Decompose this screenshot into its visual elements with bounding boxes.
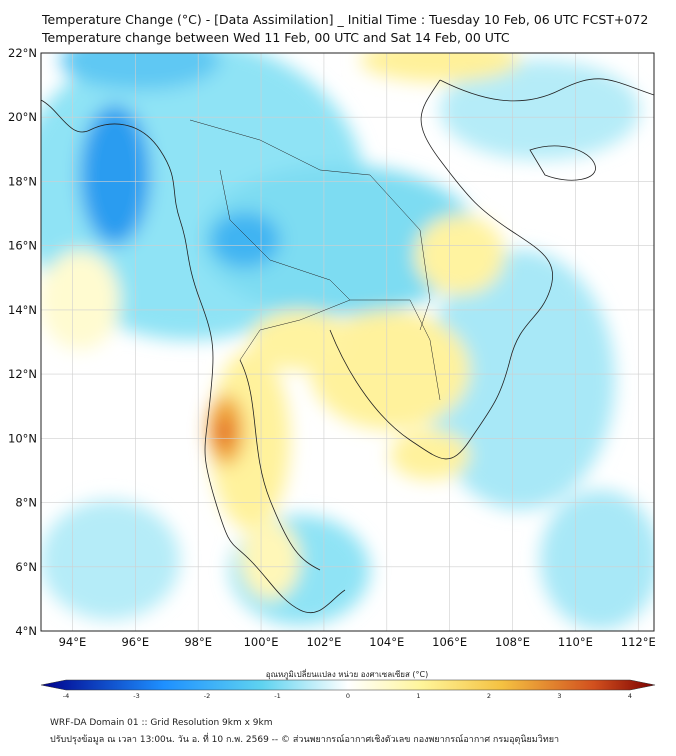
- x-tick-label: 94°E: [59, 635, 87, 649]
- boundary-thailand-north: [189, 119, 431, 331]
- x-tick-label: 98°E: [184, 635, 212, 649]
- cool-anomaly-northeast-thailand: [200, 165, 480, 315]
- colorbar-tick-label: -1: [274, 692, 280, 700]
- coastline-peninsula-east: [239, 359, 321, 571]
- x-tick-label: 110°E: [558, 635, 593, 649]
- boundary-provinces: [219, 169, 351, 361]
- coastline-west: [41, 99, 346, 613]
- y-axis-tick-labels: 22°N 20°N 18°N 16°N 14°N 12°N 10°N 8°N 6°N 4°N: [8, 46, 37, 638]
- colorbar-ticks: -4 -3 -2 -1 0 1 2 3 4: [63, 692, 632, 700]
- cool-core-bay-of-bengal: [80, 105, 150, 245]
- y-tick-label: 20°N: [8, 110, 37, 124]
- y-tick-label: 8°N: [15, 496, 37, 510]
- x-axis-tick-labels: 94°E 96°E 98°E 100°E 102°E 104°E 106°E 108°E 110…: [59, 635, 656, 649]
- x-tick-label: 96°E: [121, 635, 149, 649]
- cool-core-northwest: [60, 53, 220, 90]
- cool-anomaly-south-china: [440, 60, 640, 160]
- warm-anomaly-laos: [415, 215, 505, 295]
- x-tick-label: 104°E: [369, 635, 404, 649]
- x-tick-label: 106°E: [432, 635, 467, 649]
- y-tick-label: 18°N: [8, 174, 37, 188]
- y-tick-label: 6°N: [15, 560, 37, 574]
- y-tick-label: 10°N: [8, 431, 37, 445]
- chart-title-line2: Temperature change between Wed 11 Feb, 0…: [42, 30, 510, 45]
- cool-core-north-thailand: [210, 212, 280, 268]
- warm-anomaly-peninsula: [210, 350, 290, 530]
- warm-anomaly-andaman-north: [41, 250, 120, 350]
- colorbar-tick-label: -4: [63, 692, 69, 700]
- colorbar-tick-label: 0: [346, 692, 350, 700]
- y-tick-label: 14°N: [8, 303, 37, 317]
- boundary-cambodia: [350, 299, 441, 401]
- colorbar-title: อุณหภูมิเปลี่ยนแปลง หน่วย องศาเซลเซียส (…: [266, 668, 428, 680]
- colorbar-tick-label: 1: [416, 692, 420, 700]
- y-tick-label: 16°N: [8, 239, 37, 253]
- cool-anomaly-vietnam: [425, 250, 615, 510]
- colorbar-tick-label: 2: [487, 692, 491, 700]
- warm-peak-peninsula: [217, 418, 231, 446]
- warm-anomaly-south-peninsula: [240, 520, 300, 600]
- cool-anomaly-south-china-sea: [540, 490, 654, 630]
- x-tick-label: 100°E: [244, 635, 279, 649]
- y-tick-label: 4°N: [15, 624, 37, 638]
- x-tick-label: 108°E: [495, 635, 530, 649]
- temperature-field: [41, 53, 654, 631]
- colorbar-tick-label: -2: [204, 692, 210, 700]
- admin-boundaries: [189, 119, 441, 401]
- coastline-indochina: [329, 79, 553, 460]
- chart-title-line1: Temperature Change (°C) - [Data Assimila…: [42, 12, 649, 27]
- footer-model-info: WRF-DA Domain 01 :: Grid Resolution 9km …: [50, 718, 273, 728]
- x-tick-label: 102°E: [306, 635, 341, 649]
- warm-anomaly-north: [360, 53, 520, 82]
- y-tick-label: 12°N: [8, 367, 37, 381]
- colorbar-tick-label: 4: [628, 692, 632, 700]
- y-tick-label: 22°N: [8, 46, 37, 60]
- x-tick-label: 112°E: [621, 635, 656, 649]
- cool-anomaly-andaman: [41, 500, 180, 620]
- footer-credit: ปรับปรุงข้อมูล ณ เวลา 13:00น. วัน อ. ที่…: [50, 735, 560, 745]
- colorbar: [40, 679, 656, 691]
- map-frame: [40, 52, 655, 632]
- graticule: [41, 53, 654, 631]
- coastline-south-china: [439, 78, 654, 102]
- warm-anomaly-central-thailand: [250, 310, 350, 370]
- coastline-hainan: [529, 145, 596, 181]
- coastlines: [41, 78, 654, 613]
- colorbar-tick-label: -3: [133, 692, 139, 700]
- colorbar-tick-label: 3: [557, 692, 561, 700]
- warm-anomaly-mekong-delta: [390, 430, 470, 480]
